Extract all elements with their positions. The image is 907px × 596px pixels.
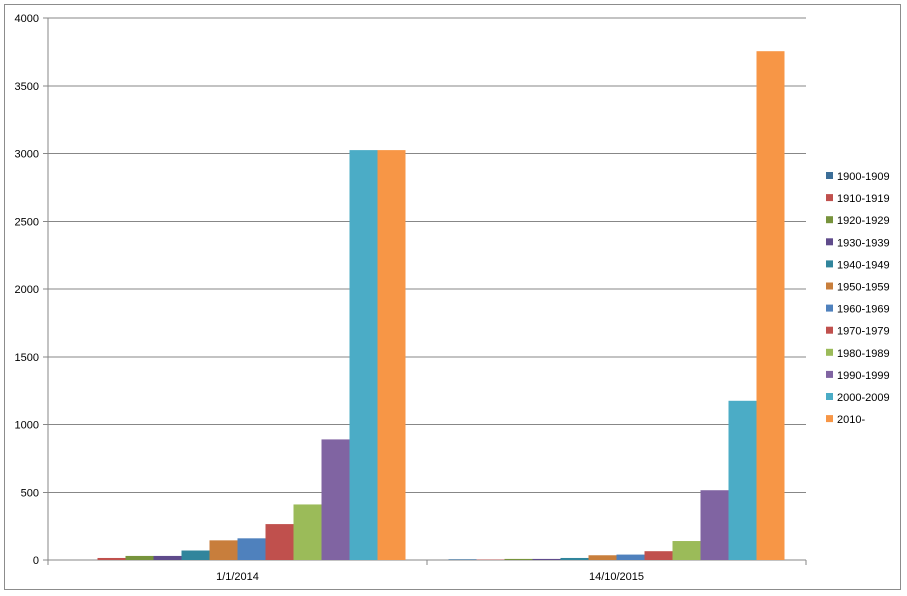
bar-2010--1/1/2014 (377, 150, 406, 561)
y-tick-label: 500 (21, 487, 39, 499)
bar-1930-1939-1/1/2014 (153, 555, 182, 560)
legend-item: 1920-1929 (826, 215, 890, 227)
bar-1950-1959-1/1/2014 (209, 540, 238, 560)
legend-swatch (826, 172, 833, 179)
legend-item: 2000-2009 (826, 392, 890, 404)
bar-1940-1949-14/10/2015 (560, 557, 589, 560)
legend-swatch (826, 238, 833, 246)
legend-swatch (826, 326, 833, 334)
gridlines (48, 17, 806, 493)
legend-label: 1900-1909 (837, 171, 890, 183)
legend-label: 1920-1929 (837, 215, 890, 227)
legend-item: 1900-1909 (826, 171, 890, 183)
legend-swatch (826, 304, 833, 312)
bar-1910-1919-1/1/2014 (97, 557, 126, 560)
bar-2010--14/10/2015 (756, 51, 785, 560)
legend-item: 1930-1939 (826, 237, 890, 249)
y-tick-label: 3500 (15, 81, 39, 93)
bar-1980-1989-1/1/2014 (293, 504, 322, 560)
bar-1930-1939-14/10/2015 (532, 558, 561, 560)
legend-label: 1910-1919 (837, 193, 890, 205)
legend-swatch (826, 393, 833, 400)
legend-label: 1970-1979 (837, 326, 890, 338)
y-tick-label: 0 (33, 555, 39, 567)
x-tick-label: 14/10/2015 (589, 571, 644, 583)
bar-1920-1929-1/1/2014 (125, 555, 154, 560)
bar-1940-1949-1/1/2014 (181, 550, 210, 560)
y-tick-label: 1000 (15, 420, 39, 432)
legend-item: 1940-1949 (826, 259, 890, 271)
legend-swatch (826, 216, 833, 224)
legend-swatch (826, 415, 833, 423)
legend-swatch (826, 348, 833, 356)
legend-label: 1950-1959 (837, 282, 890, 294)
bar-1990-1999-14/10/2015 (700, 490, 729, 560)
legend: 1900-1909 1910-1919 1920-1929 1930-1939 1940… (826, 171, 890, 426)
bar-1950-1959-14/10/2015 (588, 555, 617, 560)
legend-label: 1960-1969 (837, 304, 890, 316)
legend-label: 2000-2009 (837, 392, 890, 404)
legend-item: 1980-1989 (826, 348, 890, 360)
bar-1970-1979-14/10/2015 (644, 551, 673, 560)
y-tick-label: 2500 (15, 216, 39, 228)
bar-1920-1929-14/10/2015 (504, 558, 533, 560)
bar-1990-1999-1/1/2014 (321, 439, 350, 560)
y-tick-label: 1500 (15, 352, 39, 364)
legend-label: 1980-1989 (837, 348, 890, 360)
y-tick-label: 4000 (15, 13, 39, 25)
bar-2000-2009-1/1/2014 (349, 150, 378, 561)
legend-label: 2010- (837, 414, 865, 426)
legend-swatch (826, 370, 833, 378)
x-tick-label: 1/1/2014 (216, 571, 259, 583)
y-tick-label: 3000 (15, 149, 39, 161)
bar-2000-2009-14/10/2015 (728, 400, 757, 560)
legend-item: 1970-1979 (826, 326, 890, 338)
bar-1960-1969-1/1/2014 (237, 538, 266, 560)
legend-item: 1960-1969 (826, 304, 890, 316)
legend-swatch (826, 282, 833, 290)
bar-1970-1979-1/1/2014 (265, 524, 294, 560)
bar-1980-1989-14/10/2015 (672, 541, 701, 560)
legend-label: 1940-1949 (837, 259, 890, 271)
legend-item: 2010- (826, 414, 865, 426)
bar-1900-1909-14/10/2015 (448, 559, 477, 560)
bars (97, 51, 785, 561)
legend-label: 1930-1939 (837, 237, 890, 249)
legend-item: 1910-1919 (826, 193, 890, 205)
legend-label: 1990-1999 (837, 370, 890, 382)
legend-item: 1950-1959 (826, 282, 890, 294)
axes: 0 500 1000 1500 2000 2500 3000 3500 4000 1/1/2014… (15, 13, 807, 583)
bar-1960-1969-14/10/2015 (616, 554, 645, 560)
legend-swatch (826, 194, 833, 202)
legend-item: 1990-1999 (826, 370, 890, 382)
legend-swatch (826, 260, 833, 268)
y-tick-label: 2000 (15, 284, 39, 296)
